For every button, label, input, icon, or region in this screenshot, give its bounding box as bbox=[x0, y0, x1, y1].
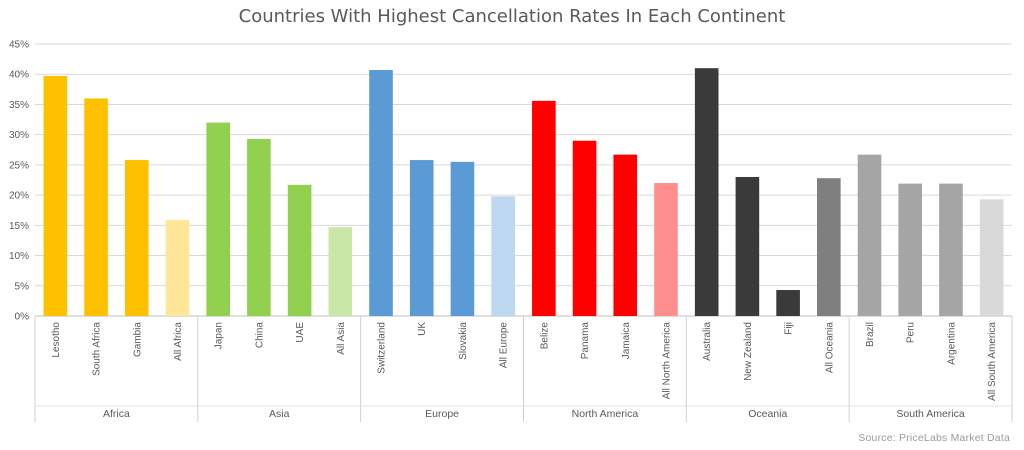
category-label: South Africa bbox=[92, 322, 103, 376]
category-label: Japan bbox=[214, 322, 225, 349]
bar bbox=[857, 154, 882, 316]
y-tick-label: 10% bbox=[9, 251, 29, 262]
category-label: All Asia bbox=[336, 322, 347, 355]
bar bbox=[817, 178, 841, 316]
category-label: Australia bbox=[702, 322, 713, 361]
y-tick-label: 15% bbox=[9, 221, 29, 232]
bar bbox=[124, 160, 149, 316]
bar bbox=[939, 183, 963, 316]
bar bbox=[450, 161, 475, 316]
bar bbox=[613, 154, 638, 316]
source-note: Source: PriceLabs Market Data bbox=[858, 432, 1010, 444]
group-label: Asia bbox=[269, 408, 290, 420]
y-tick-label: 45% bbox=[9, 40, 29, 51]
bar bbox=[532, 100, 556, 316]
bar bbox=[898, 183, 923, 316]
category-label: Panama bbox=[580, 322, 591, 360]
y-tick-label: 0% bbox=[15, 312, 30, 323]
category-label: Belize bbox=[539, 322, 550, 350]
bar bbox=[84, 98, 108, 317]
bar bbox=[287, 184, 312, 316]
bar bbox=[43, 76, 68, 316]
bar bbox=[735, 176, 760, 316]
group-label: Oceania bbox=[748, 408, 787, 420]
group-label: Europe bbox=[425, 408, 459, 420]
bar bbox=[247, 138, 271, 316]
category-label: Argentina bbox=[946, 322, 957, 365]
category-label: All Oceania bbox=[824, 322, 835, 374]
bar bbox=[369, 69, 393, 316]
category-label: Brazil bbox=[865, 322, 876, 347]
category-label: Lesotho bbox=[51, 322, 62, 358]
category-label: Fiji bbox=[784, 322, 795, 335]
bar bbox=[165, 219, 190, 316]
category-label: All Africa bbox=[173, 322, 184, 361]
category-label: All South America bbox=[987, 322, 998, 401]
category-label: China bbox=[254, 322, 265, 349]
y-tick-label: 30% bbox=[9, 130, 29, 141]
bar bbox=[328, 227, 353, 316]
bar bbox=[572, 140, 597, 316]
bar bbox=[491, 196, 515, 316]
category-label: UK bbox=[417, 322, 428, 336]
bar bbox=[979, 199, 1004, 316]
bar bbox=[654, 183, 678, 316]
y-tick-label: 40% bbox=[9, 70, 29, 81]
y-tick-label: 20% bbox=[9, 191, 29, 202]
bar bbox=[776, 290, 800, 316]
category-label: Jamaica bbox=[621, 322, 632, 360]
y-tick-label: 25% bbox=[9, 160, 29, 171]
category-label: Slovakia bbox=[458, 322, 469, 360]
category-label: All Europe bbox=[499, 322, 510, 369]
bar bbox=[206, 122, 230, 316]
group-label: South America bbox=[896, 408, 964, 420]
category-label: Switzerland bbox=[377, 322, 388, 374]
category-label: Gambia bbox=[132, 322, 143, 357]
group-label: North America bbox=[572, 408, 639, 420]
bar bbox=[409, 160, 434, 316]
category-label: UAE bbox=[295, 322, 306, 343]
category-label: All North America bbox=[661, 322, 672, 400]
category-label: New Zealand bbox=[743, 322, 754, 381]
chart-title: Countries With Highest Cancellation Rate… bbox=[238, 6, 786, 27]
bar bbox=[694, 68, 719, 316]
y-tick-label: 5% bbox=[15, 281, 30, 292]
category-label: Peru bbox=[906, 322, 917, 343]
y-tick-label: 35% bbox=[9, 100, 29, 111]
group-label: Africa bbox=[103, 408, 130, 420]
